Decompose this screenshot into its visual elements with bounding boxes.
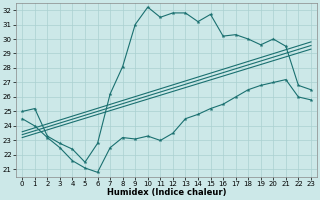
X-axis label: Humidex (Indice chaleur): Humidex (Indice chaleur) [107, 188, 226, 197]
